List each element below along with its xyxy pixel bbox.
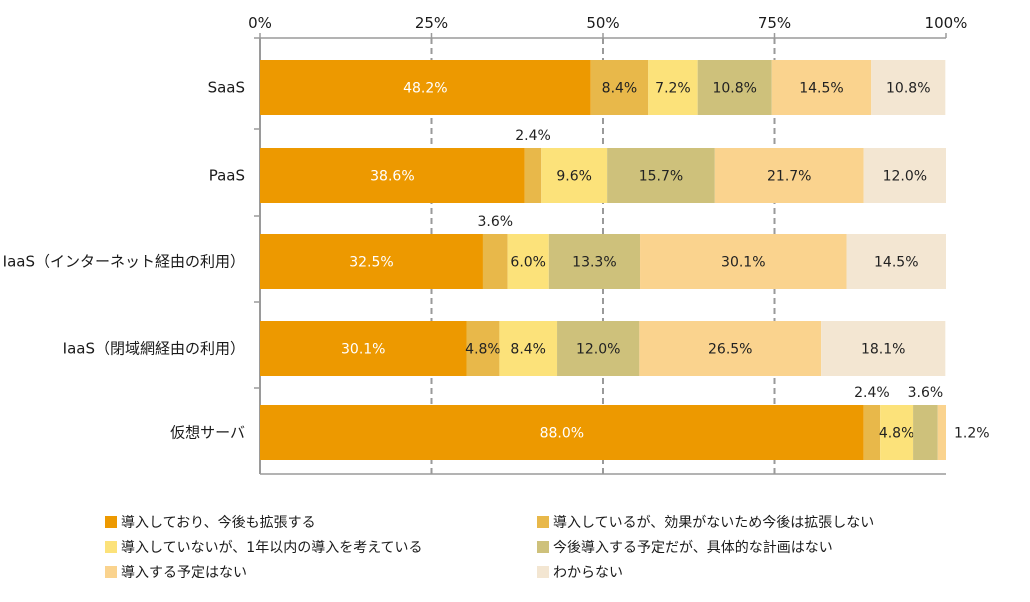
x-tick-label: 100%: [925, 14, 968, 32]
data-label: 15.7%: [639, 169, 683, 185]
category-label: SaaS: [208, 79, 245, 97]
bar-segment: [607, 148, 715, 203]
category-label: 仮想サーバ: [170, 424, 245, 442]
bar-segment: [821, 321, 946, 376]
data-label: 88.0%: [540, 426, 584, 442]
data-label: 13.3%: [572, 255, 616, 271]
bar-segment: [260, 234, 483, 289]
legend-item: 導入していないが、1年以内の導入を考えている: [105, 537, 423, 557]
data-label: 7.2%: [655, 81, 691, 97]
bar-segment: [937, 405, 946, 460]
data-label: 10.8%: [886, 81, 930, 97]
category-label: IaaS（インターネット経由の利用）: [3, 253, 245, 271]
data-label: 38.6%: [370, 169, 414, 185]
bar-segment: [871, 60, 946, 115]
bar-segment: [863, 405, 881, 460]
data-label: 30.1%: [341, 342, 385, 358]
data-label: 26.5%: [708, 342, 752, 358]
bar-segment: [714, 148, 864, 203]
data-label: 2.4%: [854, 385, 890, 401]
legend-swatch: [537, 541, 549, 553]
data-label: 4.8%: [465, 342, 501, 358]
bar-segment: [640, 234, 847, 289]
legend-item: 導入しており、今後も拡張する: [105, 512, 316, 532]
bar-segment: [260, 148, 525, 203]
data-label: 4.8%: [879, 426, 915, 442]
data-label: 30.1%: [721, 255, 765, 271]
bar-segment: [697, 60, 772, 115]
legend-item: 導入する予定はない: [105, 562, 247, 582]
data-label: 8.4%: [602, 81, 638, 97]
data-label: 18.1%: [861, 342, 905, 358]
x-tick-label: 0%: [248, 14, 272, 32]
data-label: 12.0%: [883, 169, 927, 185]
data-label: 1.2%: [954, 426, 990, 442]
bar-segment: [648, 60, 698, 115]
legend-item: 導入しているが、効果がないため今後は拡張しない: [537, 512, 874, 532]
bar-segment: [541, 148, 608, 203]
data-label: 6.0%: [510, 255, 546, 271]
bar-segment: [863, 148, 946, 203]
data-label: 8.4%: [510, 342, 546, 358]
legend-swatch: [105, 516, 117, 528]
data-label: 21.7%: [767, 169, 811, 185]
legend-swatch: [537, 516, 549, 528]
legend-label: 導入しており、今後も拡張する: [121, 515, 316, 531]
legend-label: わからない: [553, 565, 623, 581]
data-label: 14.5%: [799, 81, 843, 97]
bar-segment: [482, 234, 508, 289]
x-tick-label: 75%: [758, 14, 791, 32]
bar-segment: [880, 405, 914, 460]
legend-label: 今後導入する予定だが、具体的な計画はない: [553, 540, 833, 556]
bar-segment: [548, 234, 641, 289]
bar-segment: [507, 234, 549, 289]
legend-item: 今後導入する予定だが、具体的な計画はない: [537, 537, 833, 557]
bar-segment: [260, 60, 591, 115]
bar-segment: [913, 405, 938, 460]
bar-segment: [524, 148, 542, 203]
stacked-bar-chart: 0% 25% 50% 75% 100% SaaS 48.2% 8.4% 7.2% 10.8% 14.…: [3, 14, 990, 475]
bar-segment: [590, 60, 649, 115]
legend-swatch: [105, 541, 117, 553]
data-label: 3.6%: [908, 385, 944, 401]
data-label: 9.6%: [556, 169, 592, 185]
legend-label: 導入しているが、効果がないため今後は拡張しない: [553, 515, 875, 531]
data-label: 12.0%: [576, 342, 620, 358]
legend-label: 導入していないが、1年以内の導入を考えている: [121, 540, 423, 556]
bar-segment: [499, 321, 558, 376]
data-label: 48.2%: [403, 81, 447, 97]
bar-segment: [639, 321, 822, 376]
legend-swatch: [105, 566, 117, 578]
x-tick-label: 25%: [415, 14, 448, 32]
category-label: IaaS（閉域網経由の利用）: [63, 340, 245, 358]
legend-label: 導入する予定はない: [121, 565, 247, 581]
data-label: 10.8%: [712, 81, 756, 97]
bar-segment: [260, 321, 467, 376]
legend-item: わからない: [537, 562, 623, 582]
legend-swatch: [537, 566, 549, 578]
data-label: 3.6%: [478, 214, 514, 230]
data-label: 32.5%: [349, 255, 393, 271]
category-label: PaaS: [209, 167, 245, 185]
bar-segment: [466, 321, 500, 376]
data-label: 2.4%: [515, 128, 551, 144]
data-label: 14.5%: [874, 255, 918, 271]
bar-segment: [557, 321, 640, 376]
bar-segment: [260, 405, 864, 460]
x-tick-label: 50%: [586, 14, 619, 32]
bar-segment: [771, 60, 872, 115]
bar-segment: [846, 234, 946, 289]
